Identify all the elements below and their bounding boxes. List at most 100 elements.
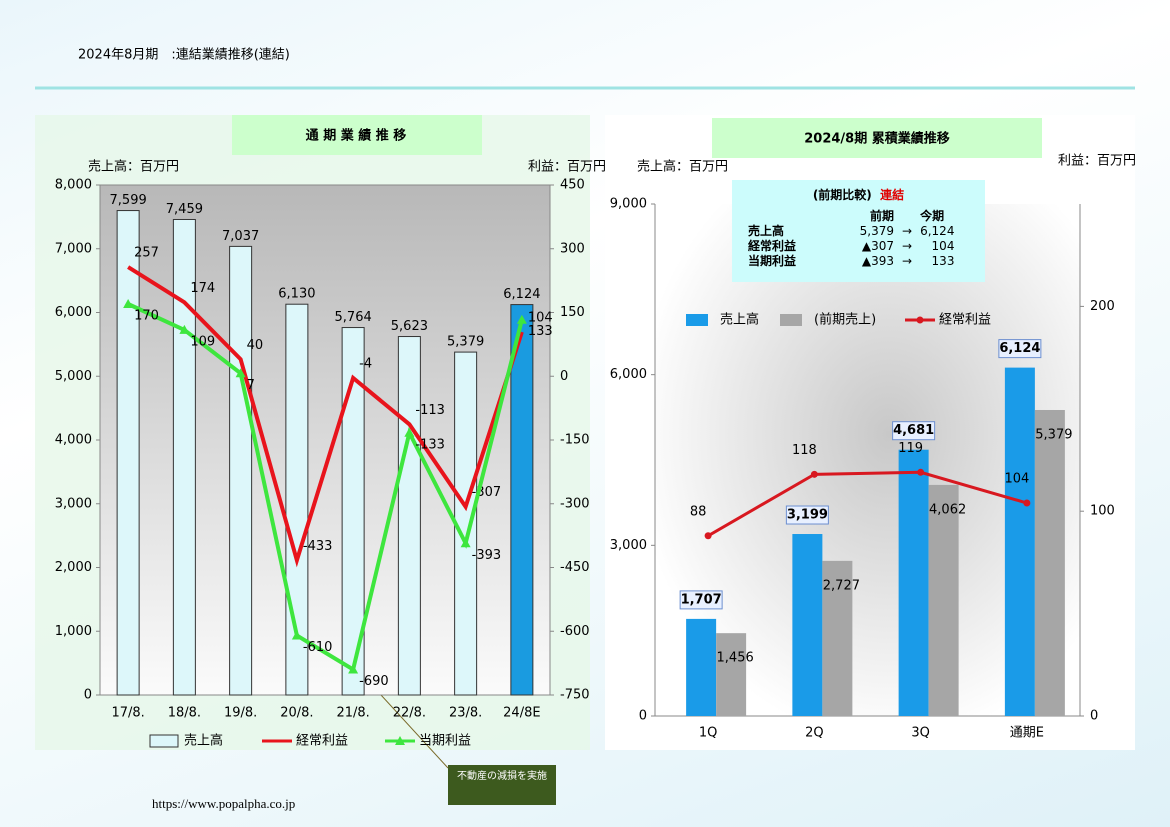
marker	[1023, 499, 1031, 507]
y2-tick-label: 0	[1090, 709, 1098, 724]
legend-label: 経常利益	[939, 313, 991, 328]
value-label: 4,681	[893, 423, 934, 438]
comparison-box: (前期比較) 連結 前期 今期 売上高 5,379 → 6,124 経常利益 ▲307 → 10…	[732, 180, 985, 282]
y-tick-label: 5,000	[55, 369, 92, 384]
value-label: 174	[190, 281, 215, 296]
comparison-cell: 104	[931, 239, 955, 253]
line	[127, 302, 524, 673]
bar	[397, 336, 421, 696]
value-label: 40	[247, 338, 264, 353]
legend-label: 経常利益	[296, 734, 348, 749]
legend-swatch	[780, 314, 802, 326]
value-label: 170	[134, 309, 159, 324]
y2-tick-label: -600	[560, 624, 590, 639]
comparison-cell: ▲393	[861, 254, 895, 268]
footer-url: https://www.popalpha.co.jp	[152, 796, 295, 811]
y-tick-label: 1,000	[55, 624, 92, 639]
chart-title: 2024/8期 累積業績推移	[804, 131, 950, 147]
marker	[395, 736, 405, 745]
x-tick-label: 21/8.	[336, 706, 369, 721]
marker	[516, 314, 527, 324]
x-tick-label: 19/8.	[224, 706, 257, 721]
value-label: 5,764	[335, 310, 372, 325]
comparison-cell: 5,379	[859, 224, 895, 238]
comparison-row: 経常利益 ▲307 → 104	[744, 239, 958, 254]
value-label: 5,379	[1035, 427, 1072, 442]
x-tick-label: 18/8.	[168, 706, 201, 721]
comparison-title: (前期比較)	[812, 188, 872, 202]
bar	[510, 304, 534, 696]
value-label: 2,727	[823, 578, 860, 593]
bar	[341, 327, 365, 696]
comparison-note: 連結	[880, 188, 905, 202]
bar	[928, 484, 959, 716]
page-title: 2024年8月期 :連結業績推移(連結)	[78, 47, 290, 63]
y2-tick-label: 200	[1090, 299, 1115, 314]
chart-title: 通 期 業 績 推 移	[306, 128, 407, 144]
value-label: 7,459	[166, 202, 203, 217]
value-label: 7	[247, 378, 255, 393]
y2-unit: 利益：百万円	[1058, 154, 1136, 169]
marker	[123, 299, 134, 308]
y2-tick-label: -450	[560, 560, 590, 575]
value-label: 6,124	[503, 287, 540, 302]
value-label: 88	[690, 504, 707, 519]
value-label: 257	[134, 246, 159, 261]
y-tick-label: 3,000	[610, 538, 647, 553]
marker	[179, 324, 190, 334]
bar	[822, 560, 853, 716]
x-tick-label: 3Q	[911, 726, 930, 741]
value-label: -393	[472, 548, 502, 563]
marker	[916, 316, 924, 324]
value-label: 5,379	[447, 335, 484, 350]
comparison-cell: 133	[931, 254, 955, 268]
comparison-cell: →	[902, 224, 913, 238]
value-label: -133	[415, 437, 445, 452]
y2-tick-label: -750	[560, 688, 590, 703]
value-label-box	[679, 590, 723, 610]
comparison-cell: →	[902, 239, 913, 253]
bar	[792, 534, 823, 716]
legend-swatch	[686, 314, 708, 326]
legend-label: (前期売上)	[814, 312, 876, 328]
y2-tick-label: 150	[560, 305, 585, 320]
legend-swatch	[149, 734, 179, 748]
value-label: 1,707	[681, 592, 722, 607]
title-box	[712, 118, 1042, 158]
line	[707, 470, 1028, 538]
annotation: 不動産の減損を実施	[457, 771, 547, 782]
value-label: 5,623	[391, 319, 428, 334]
value-label-box	[998, 339, 1042, 359]
comparison-cell: →	[902, 254, 913, 268]
y-tick-label: 9,000	[610, 197, 647, 212]
value-label: -610	[303, 640, 333, 655]
y-tick-label: 8,000	[55, 178, 92, 193]
y-tick-label: 7,000	[55, 241, 92, 256]
value-label: 104	[528, 311, 553, 326]
annotation-box	[448, 765, 556, 805]
line	[127, 265, 524, 568]
marker	[404, 427, 415, 437]
y-tick-label: 0	[639, 709, 647, 724]
comparison-cell: 当期利益	[748, 254, 797, 268]
comparison-head: 前期 今期	[744, 209, 958, 224]
value-label: 6,130	[278, 287, 315, 302]
marker	[810, 470, 818, 478]
y2-tick-label: 450	[560, 178, 585, 193]
value-label: -690	[359, 674, 389, 689]
bar	[454, 351, 478, 696]
column-header: 今期	[920, 209, 945, 223]
marker	[235, 368, 246, 378]
value-label: 119	[898, 441, 923, 456]
y-tick-label: 4,000	[55, 433, 92, 448]
bar	[1034, 409, 1065, 716]
y2-tick-label: -150	[560, 433, 590, 448]
comparison-row: 売上高 5,379 → 6,124	[744, 224, 958, 239]
title-box	[232, 115, 482, 155]
y-tick-label: 2,000	[55, 560, 92, 575]
value-label: 104	[1004, 472, 1029, 487]
x-tick-label: 通期E	[1010, 726, 1044, 741]
y2-unit: 利益：百万円	[528, 160, 606, 175]
